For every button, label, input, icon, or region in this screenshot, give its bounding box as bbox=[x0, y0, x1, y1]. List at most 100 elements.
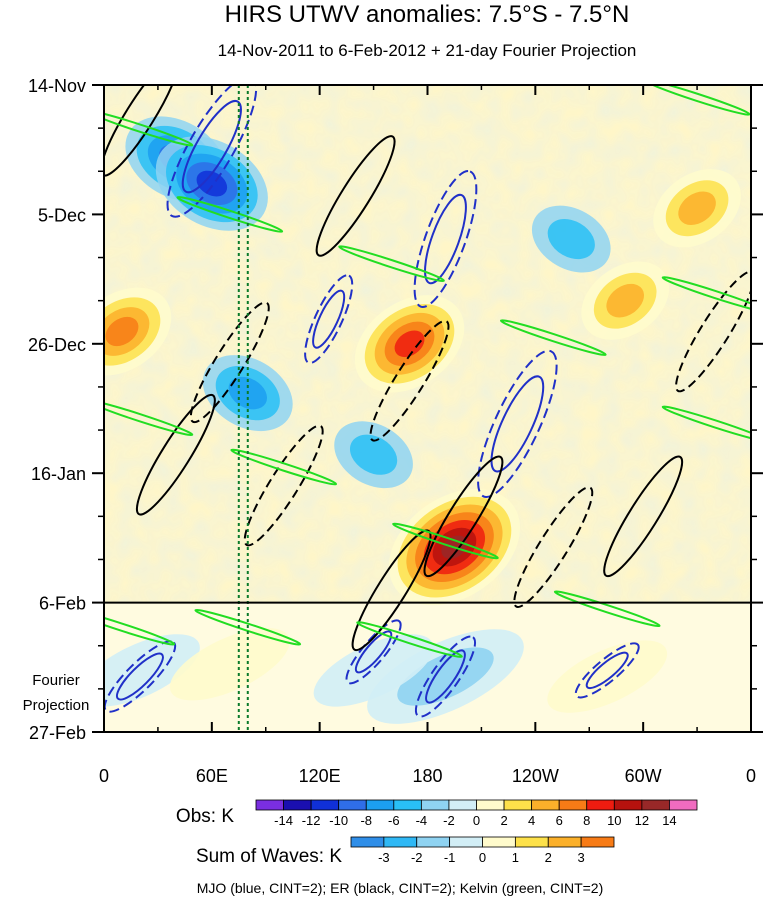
kelvin-contour bbox=[104, 109, 194, 147]
obs-blob bbox=[547, 219, 595, 260]
kelvin-contour bbox=[643, 85, 751, 116]
kelvin-contour bbox=[104, 608, 176, 646]
mjo-contour bbox=[424, 193, 467, 285]
x-tick-label: 60E bbox=[196, 766, 228, 786]
er-contour bbox=[104, 85, 180, 177]
mjo-contour bbox=[354, 630, 393, 674]
colorbar-tick-label: 4 bbox=[528, 813, 535, 828]
mjo-contour bbox=[477, 349, 558, 499]
x-tick-label: 60W bbox=[625, 766, 662, 786]
projection-label-line2: Projection bbox=[23, 697, 90, 714]
er-contour bbox=[675, 270, 751, 393]
colorbar-box bbox=[547, 836, 582, 848]
mjo-contour bbox=[304, 274, 354, 365]
colorbar-tick-label: -2 bbox=[411, 850, 423, 865]
y-tick-label: 6-Feb bbox=[39, 594, 86, 614]
colorbar-box bbox=[383, 836, 418, 848]
er-contour bbox=[189, 301, 270, 424]
colorbar-tick-label: -8 bbox=[360, 813, 372, 828]
chart-title: HIRS UTWV anomalies: 7.5°S - 7.5°N bbox=[225, 1, 630, 28]
er-contour bbox=[243, 424, 324, 547]
er-contour bbox=[423, 455, 504, 578]
colorbar-tick-label: 0 bbox=[473, 813, 480, 828]
er-contour bbox=[315, 135, 396, 257]
obs-colorbar-label: Obs: K bbox=[176, 806, 234, 827]
kelvin-contour bbox=[356, 621, 463, 658]
colorbar-box bbox=[482, 836, 516, 848]
obs-blob bbox=[606, 283, 645, 318]
kelvin-contour bbox=[661, 405, 751, 443]
kelvin-contour bbox=[661, 276, 751, 313]
colorbar-tick-label: 2 bbox=[500, 813, 507, 828]
x-tick-label: 180 bbox=[412, 766, 442, 786]
colorbar-box bbox=[416, 836, 451, 848]
x-tick-label: 120E bbox=[299, 766, 341, 786]
colorbar-box bbox=[449, 836, 483, 848]
y-axis: 14-Nov 5-Dec 26-Dec 16-Jan 6-Feb 27-Feb bbox=[28, 76, 763, 743]
colorbar-box bbox=[448, 799, 477, 811]
colorbar-tick-label: 12 bbox=[635, 813, 649, 828]
kelvin-contour bbox=[194, 608, 302, 646]
mjo-contour bbox=[574, 642, 640, 699]
y-tick-label: 26-Dec bbox=[28, 335, 86, 355]
projection-label-line1: Fourier bbox=[32, 672, 80, 689]
colorbar-tick-label: 0 bbox=[479, 850, 486, 865]
colorbar-tick-label: -2 bbox=[443, 813, 455, 828]
mjo-contour bbox=[490, 375, 545, 473]
x-tick-label: 0 bbox=[99, 766, 109, 786]
plot-area bbox=[104, 85, 751, 732]
colorbar-box bbox=[338, 799, 367, 811]
colorbar-tick-label: 6 bbox=[556, 813, 563, 828]
waves-colorbar-label: Sum of Waves: K bbox=[196, 846, 342, 867]
mjo-contour bbox=[115, 652, 164, 701]
y-tick-label: 27-Feb bbox=[29, 723, 86, 743]
colorbar-box bbox=[669, 799, 698, 811]
wave-blob bbox=[169, 628, 290, 701]
colorbar-tick-label: 8 bbox=[583, 813, 590, 828]
y-tick-label: 16-Jan bbox=[31, 464, 86, 484]
kelvin-contour bbox=[553, 590, 661, 628]
y-tick-label: 14-Nov bbox=[28, 76, 86, 96]
colorbar-box bbox=[365, 799, 395, 811]
er-contour bbox=[603, 455, 684, 578]
obs-colorbar: -14 -12 -10 -8 -6 -4 -2 0 2 4 6 8 10 12 14 bbox=[255, 799, 698, 828]
obs-blob bbox=[105, 316, 139, 347]
kelvin-contour bbox=[338, 245, 445, 283]
obs-blob bbox=[678, 191, 716, 226]
er-contour bbox=[135, 393, 216, 516]
colorbar-tick-label: 1 bbox=[512, 850, 519, 865]
colorbar-tick-label: -10 bbox=[329, 813, 348, 828]
kelvin-contour bbox=[230, 448, 338, 486]
colorbar-tick-label: 3 bbox=[578, 850, 585, 865]
x-tick-label: 0 bbox=[746, 766, 756, 786]
colorbar-box bbox=[613, 799, 643, 811]
mjo-contour bbox=[425, 649, 466, 704]
wave-contours bbox=[104, 85, 751, 718]
kelvin-contour bbox=[392, 522, 499, 560]
colorbar-tick-label: 14 bbox=[662, 813, 676, 828]
colorbar-box bbox=[476, 799, 505, 811]
colorbar-tick-label: 2 bbox=[545, 850, 552, 865]
colorbar-box bbox=[580, 836, 615, 848]
wave-blob bbox=[547, 640, 668, 713]
colorbar-box bbox=[586, 799, 615, 811]
colorbar-tick-label: -4 bbox=[416, 813, 428, 828]
wave-blob bbox=[397, 647, 494, 706]
colorbar-box bbox=[310, 799, 340, 811]
x-tick-label: 120W bbox=[512, 766, 559, 786]
obs-blob bbox=[349, 434, 398, 475]
wave-blob bbox=[313, 634, 434, 707]
colorbar-box bbox=[283, 799, 312, 811]
chart-subtitle: 14-Nov-2011 to 6-Feb-2012 + 21-day Fouri… bbox=[218, 41, 637, 60]
colorbar-box bbox=[641, 799, 670, 811]
obs-blob bbox=[394, 330, 425, 358]
mjo-contour bbox=[181, 99, 242, 194]
mjo-contour bbox=[585, 651, 629, 690]
mjo-contour bbox=[414, 635, 477, 718]
colorbar-tick-label: -14 bbox=[274, 813, 293, 828]
colorbar-tick-label: -1 bbox=[444, 850, 456, 865]
colorbar-box bbox=[531, 799, 560, 811]
colorbar-box bbox=[393, 799, 422, 811]
colorbar-box bbox=[503, 799, 533, 811]
